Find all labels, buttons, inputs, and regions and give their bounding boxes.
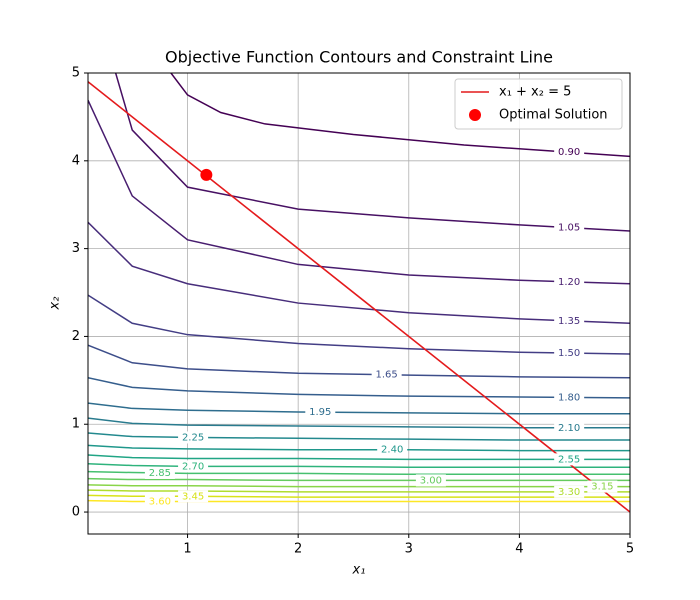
contour-line [88, 463, 630, 469]
contour-line [88, 470, 630, 476]
x-tick-label: 4 [515, 542, 523, 557]
y-tick-label: 2 [72, 329, 80, 344]
contour-line [88, 417, 630, 429]
x-tick-label: 1 [183, 542, 191, 557]
contour-label: 2.40 [381, 445, 403, 456]
contour-line [170, 73, 630, 158]
plot-area [88, 73, 630, 513]
contour-label-bg [377, 443, 408, 456]
contour-line [88, 489, 630, 493]
contour-label-bg [178, 460, 209, 473]
contour-label: 2.25 [182, 432, 204, 443]
contour-label: 1.20 [558, 277, 580, 288]
y-axis-label: x₂ [48, 297, 63, 311]
contour-label-bg [415, 474, 446, 487]
contour-label: 1.80 [558, 392, 580, 403]
contour-line [88, 221, 630, 325]
legend-label: x₁ + x₂ = 5 [499, 85, 571, 100]
contour-label-bg [554, 485, 585, 498]
contour-label-bg [587, 480, 618, 493]
contour-label-bg [371, 368, 402, 381]
y-tick-label: 1 [72, 417, 80, 432]
contour-label-bg [144, 466, 175, 479]
y-tick-label: 0 [72, 505, 80, 520]
contour-label: 2.70 [182, 461, 204, 472]
contour-label: 1.65 [376, 370, 398, 381]
legend-swatch [469, 109, 481, 121]
contour-label: 3.30 [558, 487, 580, 498]
contour-line [88, 294, 630, 355]
contour-line [88, 344, 630, 379]
contour-label-bg [554, 314, 585, 327]
y-tick-label: 5 [72, 66, 80, 81]
contour-line [88, 494, 630, 498]
contour-line [88, 432, 630, 441]
contour-line [88, 484, 630, 488]
contour-label: 3.00 [420, 475, 442, 486]
legend-box [454, 78, 623, 130]
contour-label-bg [554, 347, 585, 360]
contour-line [88, 376, 630, 399]
contour-line [114, 73, 630, 232]
contour-label: 1.95 [309, 407, 331, 418]
contour-line [88, 402, 630, 415]
contour-line [88, 99, 630, 285]
contour-labels: 0.90 1.05 1.20 1.35 1.50 1.65 1.80 1.95 2.10 2.25… [144, 146, 618, 508]
contour-label-bg [554, 391, 585, 404]
contour-label-bg [178, 431, 209, 444]
chart-title: Objective Function Contours and Constrai… [165, 48, 553, 67]
contour-label-bg [554, 275, 585, 288]
contour-label: 1.05 [558, 223, 580, 234]
x-tick-label: 2 [294, 542, 302, 557]
x-axis-label: x₁ [352, 563, 366, 578]
contour-label-bg [554, 146, 585, 159]
optimal-point [200, 168, 213, 181]
legend: x₁ + x₂ = 5 Optimal Solution [454, 78, 623, 130]
contour-line [88, 499, 630, 503]
contour-line [88, 444, 630, 452]
contour-line [88, 454, 630, 461]
x-tick-label: 5 [626, 542, 634, 557]
contour-line [88, 477, 630, 482]
y-tick-label: 3 [72, 241, 80, 256]
constraint-line [88, 81, 630, 513]
contour-label-bg [554, 453, 585, 466]
contour-label: 2.55 [558, 454, 580, 465]
legend-label: Optimal Solution [499, 108, 608, 123]
contour-label-bg [144, 495, 175, 508]
x-tick-label: 3 [405, 542, 413, 557]
axes-frame [87, 72, 631, 535]
contour-label-bg [178, 490, 209, 503]
contour-label: 3.15 [591, 482, 613, 493]
contour-label-bg [554, 221, 585, 234]
contour-label: 1.50 [558, 348, 580, 359]
contour-label: 2.10 [558, 423, 580, 434]
contour-label: 2.85 [149, 468, 171, 479]
contour-label-bg [554, 421, 585, 434]
y-tick-label: 4 [72, 153, 80, 168]
contour-label: 3.45 [182, 491, 204, 502]
contour-label: 0.90 [558, 147, 580, 158]
contour-label: 1.35 [558, 316, 580, 327]
axes: 1 2 3 4 5 0 1 2 3 4 5 [72, 66, 634, 557]
contour-label-bg [305, 406, 336, 419]
contour-label: 3.60 [149, 497, 171, 508]
